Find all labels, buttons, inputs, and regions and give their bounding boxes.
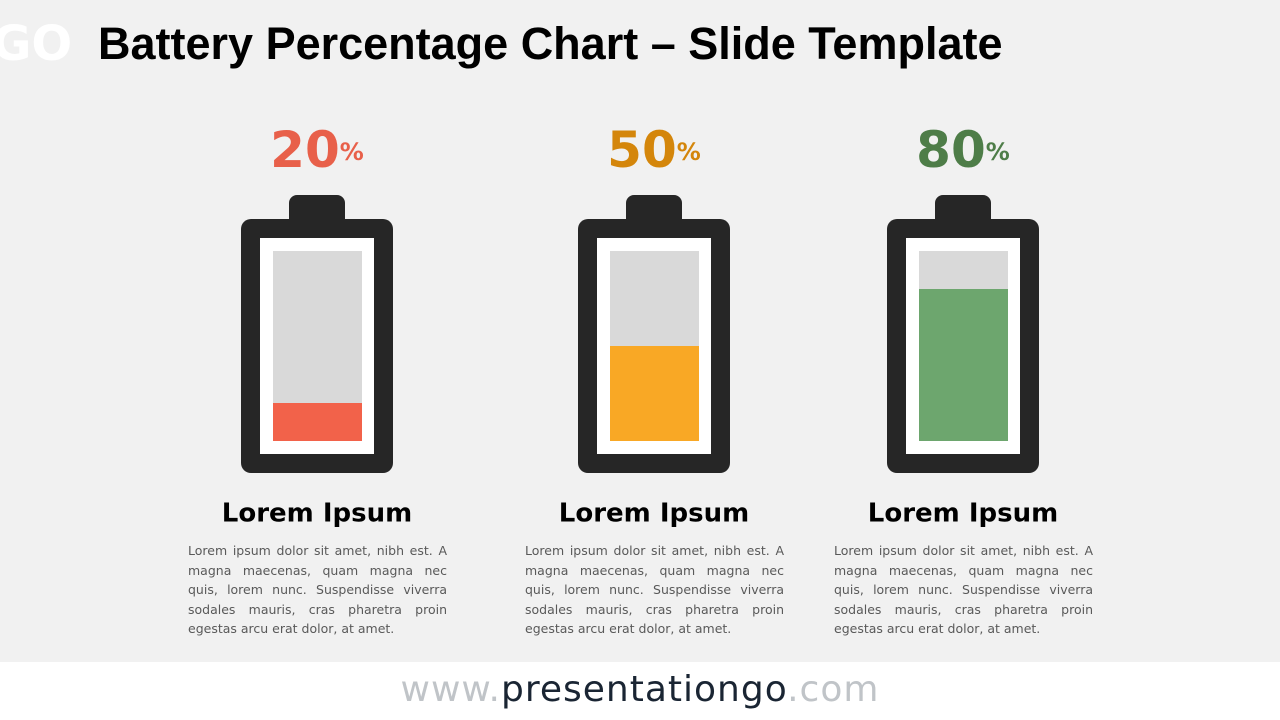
item-title: Lorem Ipsum [868, 499, 1058, 529]
value-label: 50% [607, 121, 701, 179]
value-label: 20% [270, 121, 364, 179]
footer-suffix: .com [787, 669, 880, 710]
battery-level [919, 289, 1008, 441]
item-title: Lorem Ipsum [559, 499, 749, 529]
item-description: Lorem ipsum dolor sit amet, nibh est. A … [188, 543, 447, 636]
battery-level [273, 403, 362, 441]
footer-brand: presentationgo [501, 669, 788, 710]
value-unit: % [677, 138, 701, 166]
chart-title: Battery Percentage Chart – Slide Templat… [98, 18, 1002, 69]
value-number: 80 [916, 121, 986, 179]
value-number: 20 [270, 121, 340, 179]
value-unit: % [986, 138, 1010, 166]
footer-prefix: www. [400, 669, 501, 710]
item-description: Lorem ipsum dolor sit amet, nibh est. A … [834, 543, 1093, 636]
battery-level [610, 346, 699, 441]
value-unit: % [340, 138, 364, 166]
item-description: Lorem ipsum dolor sit amet, nibh est. A … [525, 543, 784, 636]
footer: www.presentationgo.com [0, 662, 1280, 720]
value-number: 50 [607, 121, 677, 179]
item-title: Lorem Ipsum [222, 499, 412, 529]
logo: GO [0, 16, 72, 72]
value-label: 80% [916, 121, 1010, 179]
